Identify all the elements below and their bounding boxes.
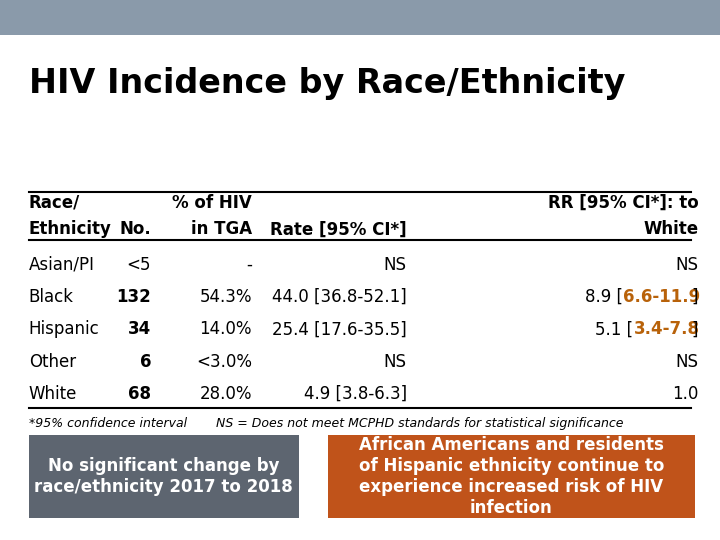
Text: Race/: Race/ [29,193,80,212]
Text: NS: NS [675,353,698,371]
Text: African Americans and residents
of Hispanic ethnicity continue to
experience inc: African Americans and residents of Hispa… [359,436,664,517]
Text: RR [95% CI*]: to: RR [95% CI*]: to [548,193,698,212]
Text: White: White [643,220,698,239]
Text: 14.0%: 14.0% [199,320,252,339]
Text: Black: Black [29,288,73,306]
Text: 4.9 [3.8-6.3]: 4.9 [3.8-6.3] [304,385,407,403]
Text: Hispanic: Hispanic [29,320,99,339]
Text: Other: Other [29,353,76,371]
Text: No significant change by
race/ethnicity 2017 to 2018: No significant change by race/ethnicity … [35,457,293,496]
Text: ]: ] [692,288,698,306]
Text: 54.3%: 54.3% [199,288,252,306]
Text: No.: No. [120,220,151,239]
Text: NS: NS [675,255,698,274]
Text: NS: NS [384,255,407,274]
Text: 34: 34 [128,320,151,339]
Text: 68: 68 [128,385,151,403]
Text: 5.1 [: 5.1 [ [595,320,634,339]
Text: 132: 132 [117,288,151,306]
Text: *95% confidence interval: *95% confidence interval [29,417,187,430]
Text: Rate [95% CI*]: Rate [95% CI*] [270,220,407,239]
Text: ]: ] [692,320,698,339]
Text: % of HIV: % of HIV [172,193,252,212]
Text: 44.0 [36.8-52.1]: 44.0 [36.8-52.1] [272,288,407,306]
Text: 6.6-11.9: 6.6-11.9 [623,288,700,306]
Text: -: - [246,255,252,274]
Text: in TGA: in TGA [191,220,252,239]
Text: NS = Does not meet MCPHD standards for statistical significance: NS = Does not meet MCPHD standards for s… [216,417,624,430]
Text: 28.0%: 28.0% [199,385,252,403]
Text: 1.0: 1.0 [672,385,698,403]
Text: Asian/PI: Asian/PI [29,255,95,274]
Text: 8.9 [: 8.9 [ [585,288,623,306]
Text: <3.0%: <3.0% [196,353,252,371]
Text: 3.4-7.8: 3.4-7.8 [634,320,699,339]
Text: Ethnicity: Ethnicity [29,220,112,239]
Text: HIV Incidence by Race/Ethnicity: HIV Incidence by Race/Ethnicity [29,68,625,100]
Text: NS: NS [384,353,407,371]
Text: <5: <5 [127,255,151,274]
Text: White: White [29,385,77,403]
Text: 25.4 [17.6-35.5]: 25.4 [17.6-35.5] [272,320,407,339]
Text: 6: 6 [140,353,151,371]
